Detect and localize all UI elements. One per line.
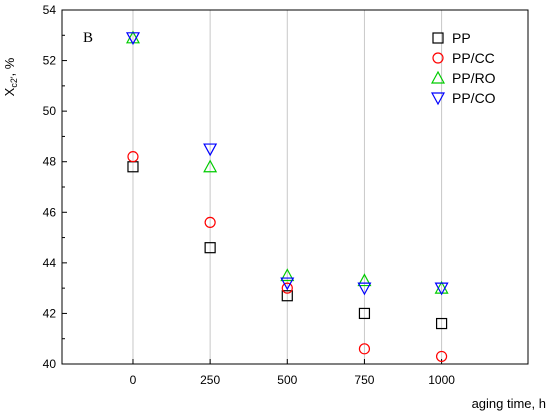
y-axis-label: Xc2', % bbox=[2, 57, 19, 96]
y-tick-label-42: 42 bbox=[43, 306, 57, 320]
legend-label-2: PP/RO bbox=[452, 70, 496, 86]
legend-marker-3 bbox=[430, 92, 446, 106]
data-point bbox=[280, 277, 295, 291]
data-point bbox=[203, 159, 218, 173]
data-point bbox=[434, 282, 449, 296]
data-point bbox=[281, 282, 293, 294]
y-tick-label-46: 46 bbox=[43, 205, 57, 219]
data-point bbox=[357, 282, 372, 296]
legend-marker-2 bbox=[430, 70, 446, 84]
x-tick-label-0: 0 bbox=[130, 373, 137, 387]
axis-ticks: 0 250 500 750 1000 40 42 44 46 48 50 52 54 bbox=[43, 3, 456, 387]
data-point bbox=[281, 290, 293, 302]
series-pp-co bbox=[125, 32, 449, 296]
data-point bbox=[125, 32, 140, 46]
y-tick-label-44: 44 bbox=[43, 256, 57, 270]
y-axis-label-main: X bbox=[2, 87, 17, 96]
grid-lines bbox=[132, 10, 443, 364]
y-tick-label-52: 52 bbox=[43, 54, 57, 68]
y-tick-label-40: 40 bbox=[43, 357, 57, 371]
data-point bbox=[204, 216, 216, 228]
data-point bbox=[358, 307, 371, 320]
x-tick-label-500: 500 bbox=[277, 373, 297, 387]
legend: PP PP/CC PP/RO PP/CO bbox=[430, 30, 496, 106]
data-point bbox=[280, 268, 295, 282]
x-tick-label-1000: 1000 bbox=[428, 373, 455, 387]
y-axis-label-subscript: c2' bbox=[9, 76, 19, 88]
legend-label-0: PP bbox=[452, 30, 471, 46]
data-point bbox=[127, 151, 139, 163]
legend-marker-0 bbox=[432, 32, 444, 44]
data-point bbox=[358, 343, 371, 355]
legend-marker-1 bbox=[432, 52, 444, 64]
data-point bbox=[203, 143, 218, 157]
y-tick-label-48: 48 bbox=[43, 155, 57, 169]
legend-label-3: PP/CO bbox=[452, 90, 496, 106]
data-point bbox=[435, 350, 448, 363]
x-tick-label-250: 250 bbox=[200, 373, 220, 387]
y-tick-label-50: 50 bbox=[43, 104, 57, 118]
y-tick-label-54: 54 bbox=[43, 3, 57, 17]
y-axis-label-suffix: , % bbox=[2, 57, 17, 76]
series-pp-cc bbox=[127, 151, 448, 363]
data-marks bbox=[125, 30, 449, 363]
x-axis-label: aging time, h bbox=[472, 396, 546, 411]
data-point bbox=[204, 242, 216, 254]
x-tick-label-750: 750 bbox=[354, 373, 374, 387]
data-point bbox=[357, 273, 372, 287]
panel-label: B bbox=[83, 30, 93, 46]
legend-label-1: PP/CC bbox=[452, 50, 495, 66]
data-point bbox=[435, 317, 448, 330]
